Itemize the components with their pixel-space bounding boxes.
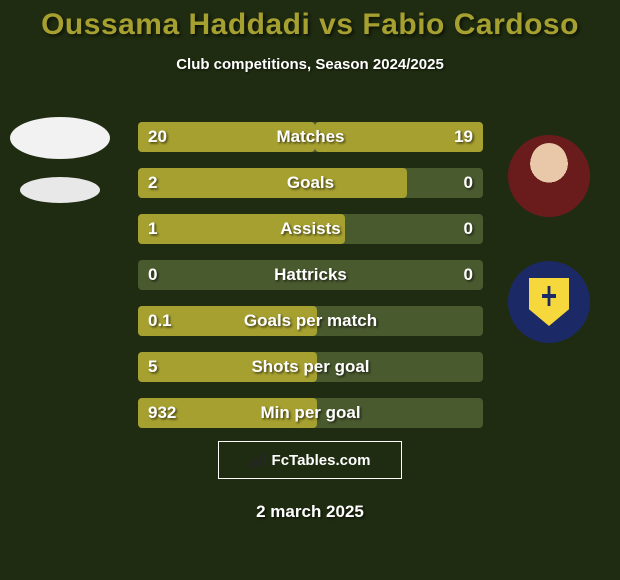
player1-avatar-placeholder xyxy=(10,117,110,159)
stat-value-left: 5 xyxy=(148,357,157,377)
stat-value-right: 19 xyxy=(454,127,473,147)
stat-row: 5 Shots per goal xyxy=(138,352,483,382)
stat-value-right: 0 xyxy=(464,173,473,193)
stat-value-left: 0 xyxy=(148,265,157,285)
page-title: Oussama Haddadi vs Fabio Cardoso xyxy=(0,8,620,42)
stat-row: 1 0 Assists xyxy=(138,214,483,244)
stat-label: Min per goal xyxy=(260,403,360,423)
comparison-bars: 2019Matches20Goals10Assists00Hattricks0.… xyxy=(138,122,483,444)
stat-row: 0 0 Hattricks xyxy=(138,260,483,290)
stat-row: 0.1 Goals per match xyxy=(138,306,483,336)
stat-row: 932 Min per goal xyxy=(138,398,483,428)
stat-label: Shots per goal xyxy=(251,357,369,377)
comparison-card: Oussama Haddadi vs Fabio Cardoso Club co… xyxy=(0,0,620,580)
stat-value-right: 0 xyxy=(464,219,473,239)
subtitle: Club competitions, Season 2024/2025 xyxy=(0,56,620,73)
stat-label: Assists xyxy=(280,219,340,239)
stat-value-left: 2 xyxy=(148,173,157,193)
stat-label: Hattricks xyxy=(274,265,347,285)
stat-value-left: 20 xyxy=(148,127,167,147)
bars-icon xyxy=(250,453,266,467)
site-logo: FcTables.com xyxy=(218,441,402,479)
stat-value-left: 932 xyxy=(148,403,176,423)
player2-avatar xyxy=(508,135,590,217)
stat-fill-left xyxy=(138,168,407,198)
stat-label: Matches xyxy=(276,127,344,147)
date-text: 2 march 2025 xyxy=(256,502,364,522)
stat-label: Goals xyxy=(287,173,334,193)
stat-value-left: 0.1 xyxy=(148,311,172,331)
stat-label: Goals per match xyxy=(244,311,377,331)
player2-club-badge xyxy=(508,261,590,343)
logo-text: FcTables.com xyxy=(272,452,371,469)
player1-club-placeholder xyxy=(20,177,100,203)
stat-value-right: 0 xyxy=(464,265,473,285)
shield-icon xyxy=(529,278,569,326)
stat-row: 2 0 Goals xyxy=(138,168,483,198)
stat-row: 20 19 Matches xyxy=(138,122,483,152)
stat-value-left: 1 xyxy=(148,219,157,239)
